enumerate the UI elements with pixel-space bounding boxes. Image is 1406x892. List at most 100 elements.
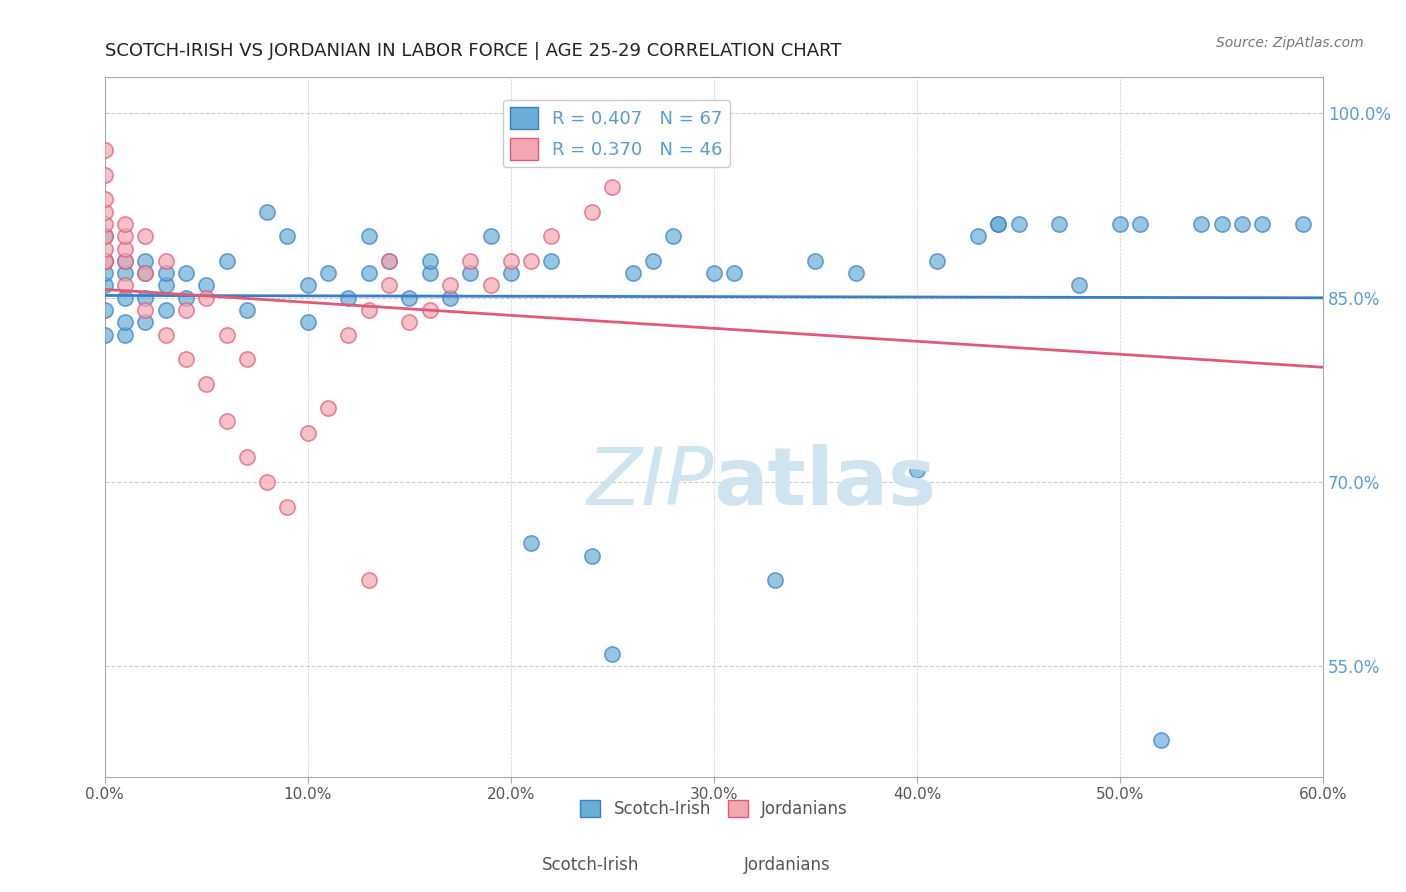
Scotch-Irish [458, 266, 481, 280]
Scotch-Irish [1251, 217, 1274, 231]
Jordanians [93, 253, 115, 268]
Scotch-Irish [114, 266, 136, 280]
Scotch-Irish [174, 291, 197, 305]
Scotch-Irish [581, 549, 603, 563]
Scotch-Irish [114, 327, 136, 342]
Scotch-Irish [155, 278, 177, 293]
Scotch-Irish [1007, 217, 1029, 231]
Scotch-Irish [1189, 217, 1212, 231]
Scotch-Irish [602, 647, 624, 661]
Scotch-Irish [93, 229, 115, 244]
Legend: Scotch-Irish, Jordanians: Scotch-Irish, Jordanians [574, 793, 855, 824]
Scotch-Irish [93, 278, 115, 293]
Jordanians [357, 303, 380, 318]
Scotch-Irish [297, 315, 319, 329]
Scotch-Irish [439, 291, 461, 305]
Jordanians [174, 352, 197, 367]
Scotch-Irish [1109, 217, 1132, 231]
Jordanians [378, 278, 401, 293]
Jordanians [581, 204, 603, 219]
Scotch-Irish [520, 536, 543, 550]
Scotch-Irish [540, 253, 562, 268]
Scotch-Irish [641, 253, 664, 268]
Jordanians [236, 352, 259, 367]
Scotch-Irish [1150, 733, 1173, 747]
Scotch-Irish [398, 291, 420, 305]
Text: ZIP: ZIP [586, 443, 714, 522]
Jordanians [195, 376, 218, 391]
Scotch-Irish [357, 229, 380, 244]
Scotch-Irish [479, 229, 502, 244]
Jordanians [439, 278, 461, 293]
Jordanians [419, 303, 441, 318]
Scotch-Irish [1047, 217, 1070, 231]
Scotch-Irish [419, 266, 441, 280]
Jordanians [215, 414, 238, 428]
Jordanians [276, 500, 298, 514]
Jordanians [458, 253, 481, 268]
Jordanians [297, 425, 319, 440]
Scotch-Irish [499, 266, 522, 280]
Scotch-Irish [987, 217, 1010, 231]
Jordanians [540, 229, 562, 244]
Jordanians [155, 253, 177, 268]
Scotch-Irish [1211, 217, 1233, 231]
Scotch-Irish [256, 204, 278, 219]
Jordanians [499, 253, 522, 268]
Jordanians [134, 229, 156, 244]
Jordanians [134, 303, 156, 318]
Scotch-Irish [215, 253, 238, 268]
Scotch-Irish [419, 253, 441, 268]
Scotch-Irish [621, 266, 644, 280]
Text: SCOTCH-IRISH VS JORDANIAN IN LABOR FORCE | AGE 25-29 CORRELATION CHART: SCOTCH-IRISH VS JORDANIAN IN LABOR FORCE… [104, 42, 841, 60]
Scotch-Irish [174, 266, 197, 280]
Text: Scotch-Irish: Scotch-Irish [541, 856, 640, 874]
Jordanians [195, 291, 218, 305]
Jordanians [378, 253, 401, 268]
Jordanians [93, 144, 115, 158]
Scotch-Irish [93, 266, 115, 280]
Scotch-Irish [723, 266, 745, 280]
Jordanians [114, 278, 136, 293]
Scotch-Irish [134, 315, 156, 329]
Scotch-Irish [93, 303, 115, 318]
Jordanians [114, 229, 136, 244]
Scotch-Irish [114, 315, 136, 329]
Jordanians [93, 204, 115, 219]
Scotch-Irish [763, 574, 786, 588]
Scotch-Irish [378, 253, 401, 268]
Jordanians [114, 217, 136, 231]
Scotch-Irish [1230, 217, 1253, 231]
Text: Jordanians: Jordanians [744, 856, 831, 874]
Scotch-Irish [114, 291, 136, 305]
Scotch-Irish [155, 303, 177, 318]
Jordanians [337, 327, 360, 342]
Scotch-Irish [114, 253, 136, 268]
Jordanians [93, 193, 115, 207]
Jordanians [316, 401, 339, 416]
Jordanians [174, 303, 197, 318]
Scotch-Irish [155, 266, 177, 280]
Scotch-Irish [134, 266, 156, 280]
Text: Source: ZipAtlas.com: Source: ZipAtlas.com [1216, 36, 1364, 50]
Scotch-Irish [987, 217, 1010, 231]
Jordanians [236, 450, 259, 465]
Scotch-Irish [703, 266, 725, 280]
Jordanians [479, 278, 502, 293]
Scotch-Irish [195, 278, 218, 293]
Scotch-Irish [134, 291, 156, 305]
Text: atlas: atlas [714, 443, 936, 522]
Scotch-Irish [1069, 278, 1091, 293]
Jordanians [93, 229, 115, 244]
Jordanians [155, 327, 177, 342]
Scotch-Irish [845, 266, 868, 280]
Scotch-Irish [276, 229, 298, 244]
Jordanians [398, 315, 420, 329]
Scotch-Irish [297, 278, 319, 293]
Jordanians [134, 266, 156, 280]
Scotch-Irish [927, 253, 949, 268]
Jordanians [215, 327, 238, 342]
Jordanians [114, 242, 136, 256]
Scotch-Irish [134, 253, 156, 268]
Jordanians [93, 253, 115, 268]
